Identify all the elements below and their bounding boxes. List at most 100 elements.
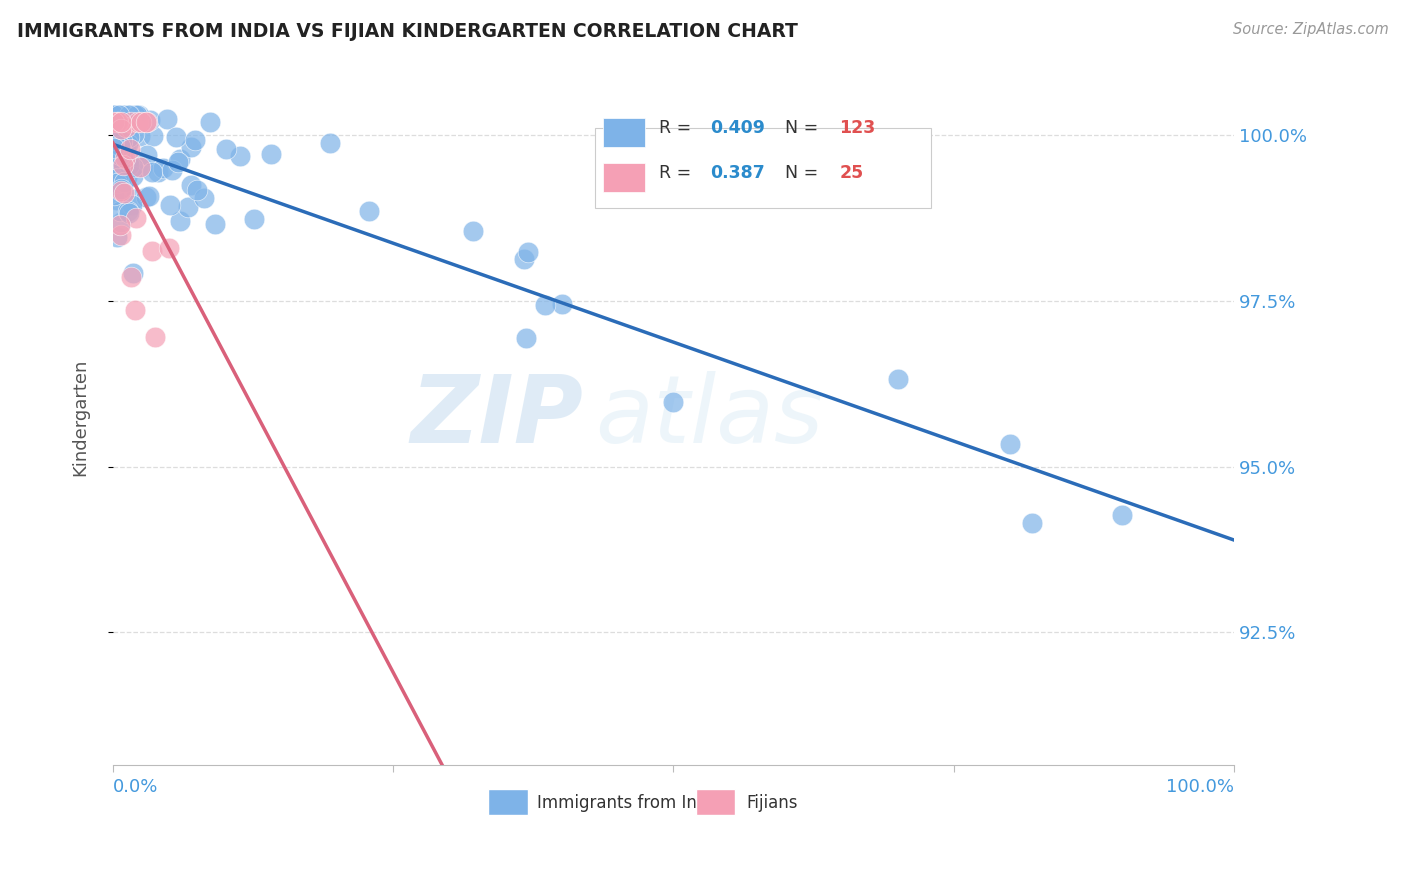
Point <box>111 113 134 128</box>
Point <box>103 154 125 169</box>
Point <box>127 108 149 122</box>
Text: Source: ZipAtlas.com: Source: ZipAtlas.com <box>1233 22 1389 37</box>
Point <box>229 149 252 163</box>
Point <box>127 114 149 128</box>
Text: IMMIGRANTS FROM INDIA VS FIJIAN KINDERGARTEN CORRELATION CHART: IMMIGRANTS FROM INDIA VS FIJIAN KINDERGA… <box>17 22 797 41</box>
Point <box>122 266 145 280</box>
Point <box>142 128 165 143</box>
Point <box>516 244 538 259</box>
Point <box>198 115 221 129</box>
Point <box>242 212 264 227</box>
Point <box>135 190 157 204</box>
Point <box>118 158 141 172</box>
Point <box>103 108 125 122</box>
Point <box>357 203 380 218</box>
Point <box>136 114 159 128</box>
Text: Immigrants from India: Immigrants from India <box>537 795 721 813</box>
Point <box>183 133 205 147</box>
Point <box>138 188 160 202</box>
Point <box>180 178 202 193</box>
Point <box>115 120 138 134</box>
Point <box>107 171 129 186</box>
Point <box>169 213 191 227</box>
Point <box>110 181 132 195</box>
Point <box>122 169 145 183</box>
Point <box>162 163 184 178</box>
Point <box>104 108 127 122</box>
Point <box>105 108 128 122</box>
Point <box>662 394 685 409</box>
Point <box>513 252 536 267</box>
Point <box>103 108 125 122</box>
Point <box>110 133 132 147</box>
Point <box>129 160 152 174</box>
Point <box>121 198 143 212</box>
Point <box>129 129 152 144</box>
Point <box>118 130 141 145</box>
Point <box>107 114 129 128</box>
Point <box>108 108 131 122</box>
Point <box>141 165 163 179</box>
Point <box>1111 508 1133 523</box>
Point <box>103 108 125 122</box>
Point <box>110 204 132 219</box>
Point <box>112 108 135 122</box>
Bar <box>696 789 735 815</box>
Point <box>105 230 128 244</box>
Point <box>124 108 146 122</box>
Point <box>166 155 188 169</box>
Y-axis label: Kindergarten: Kindergarten <box>72 358 89 475</box>
Point <box>120 270 142 285</box>
Point <box>122 161 145 175</box>
Point <box>103 179 125 194</box>
Point <box>515 331 537 345</box>
Point <box>115 108 138 122</box>
Point <box>110 215 132 229</box>
Point <box>112 159 135 173</box>
Point <box>105 129 128 144</box>
Point <box>118 108 141 122</box>
Point <box>120 114 142 128</box>
Point <box>135 114 157 128</box>
Text: R =: R = <box>659 164 696 182</box>
Point <box>110 175 132 189</box>
Point <box>156 112 179 127</box>
Point <box>180 139 202 153</box>
Point <box>114 152 136 166</box>
Point <box>105 126 128 140</box>
Point <box>131 160 153 174</box>
Point <box>193 191 215 205</box>
Text: N =: N = <box>786 119 824 136</box>
Point <box>107 111 129 125</box>
Point <box>105 136 128 151</box>
Point <box>114 140 136 154</box>
Text: Fijians: Fijians <box>747 795 797 813</box>
Point <box>215 142 238 156</box>
Text: N =: N = <box>786 164 824 182</box>
Point <box>259 146 281 161</box>
Text: R =: R = <box>659 119 696 136</box>
Point <box>159 197 181 211</box>
Point <box>319 136 342 150</box>
Point <box>461 224 484 238</box>
Point <box>108 108 131 122</box>
Point <box>105 153 128 167</box>
Point <box>105 148 128 162</box>
Point <box>127 108 149 122</box>
Point <box>120 111 142 125</box>
Text: 0.0%: 0.0% <box>112 778 159 796</box>
Bar <box>488 789 527 815</box>
Point <box>112 186 135 201</box>
Point <box>1021 516 1043 530</box>
Point <box>169 153 191 167</box>
Point <box>551 296 574 310</box>
Point <box>143 330 166 344</box>
Point <box>139 112 162 127</box>
Text: 25: 25 <box>839 164 863 182</box>
Point <box>104 108 127 122</box>
Point <box>157 241 180 255</box>
Point <box>128 108 150 122</box>
Point <box>117 108 139 122</box>
Point <box>104 177 127 191</box>
Point <box>103 114 125 128</box>
